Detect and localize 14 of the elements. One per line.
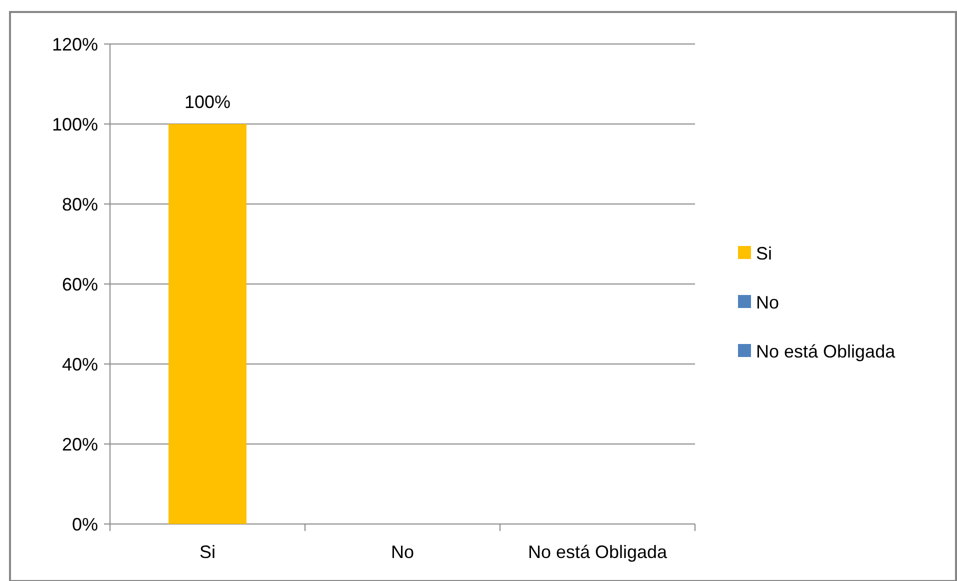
y-tick-label: 100% <box>52 114 98 134</box>
x-tick-label: Si <box>199 542 216 562</box>
y-tick-label: 20% <box>62 434 98 454</box>
data-label: 100% <box>184 92 231 112</box>
y-tick-label: 80% <box>62 194 98 214</box>
y-tick-label: 120% <box>52 34 98 54</box>
y-tick-label: 0% <box>72 514 98 534</box>
x-tick-label: No está Obligada <box>528 542 668 562</box>
legend-label: Si <box>756 243 772 264</box>
y-tick-label: 60% <box>62 274 98 294</box>
legend-label: No está Obligada <box>756 341 896 362</box>
y-tick-label: 40% <box>62 354 98 374</box>
x-tick-label: No <box>390 542 414 562</box>
legend-label: No <box>756 292 780 312</box>
